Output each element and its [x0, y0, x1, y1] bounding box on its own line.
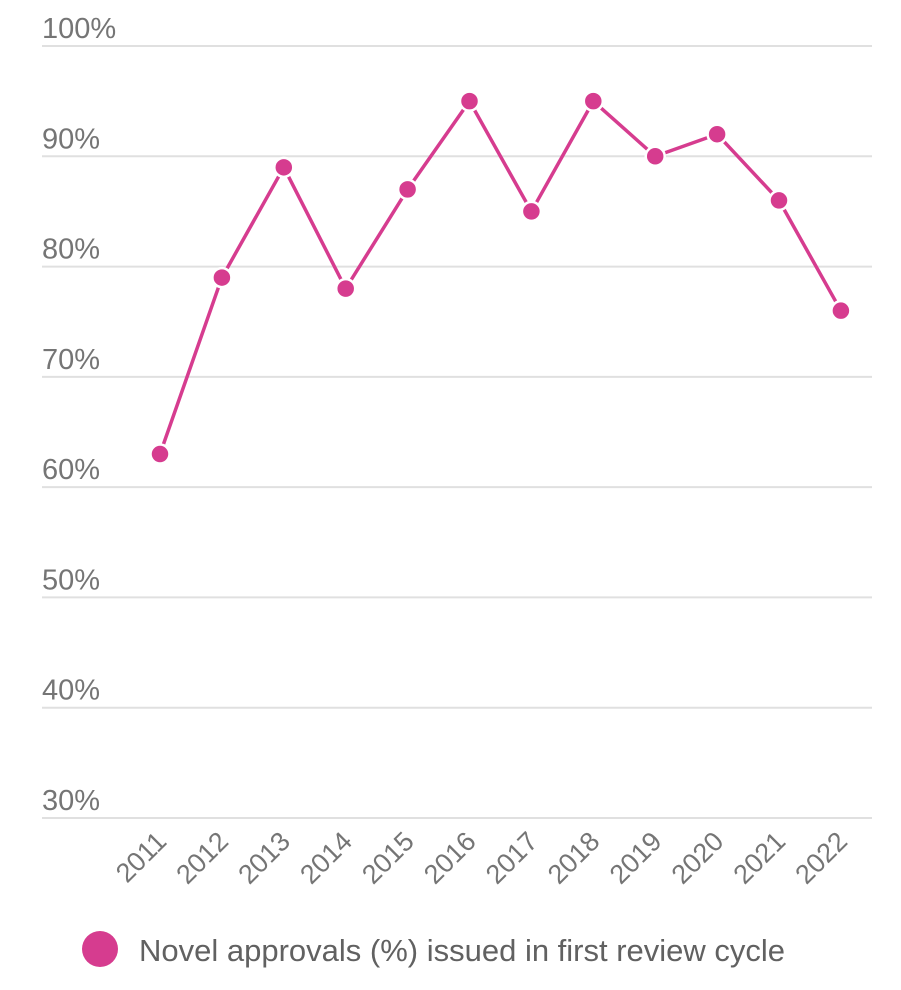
y-tick-label: 40%	[42, 675, 100, 707]
x-tick-label: 2020	[666, 826, 730, 890]
data-point	[211, 266, 233, 289]
data-point	[644, 145, 666, 168]
data-point	[768, 189, 790, 212]
grid	[42, 45, 872, 819]
y-tick-label: 80%	[42, 234, 100, 266]
x-tick-label: 2012	[170, 826, 234, 890]
data-point	[706, 123, 728, 145]
x-tick-label: 2018	[542, 826, 606, 890]
y-tick-label: 90%	[42, 123, 100, 155]
x-tick-label: 2021	[728, 826, 792, 890]
y-tick-label: 30%	[42, 785, 100, 817]
data-point	[273, 156, 295, 179]
y-tick-label: 60%	[42, 454, 100, 486]
legend-swatch	[82, 931, 118, 967]
x-tick-label: 2011	[110, 826, 172, 888]
x-tick-label: 2015	[356, 826, 420, 890]
data-point	[582, 90, 605, 112]
x-tick-label: 2017	[480, 826, 544, 890]
y-axis: 100% 90% 80% 70% 60% 50% 40% 30%	[42, 13, 116, 817]
data-point	[458, 90, 481, 112]
data-point	[520, 200, 543, 223]
x-tick-label: 2016	[418, 826, 482, 890]
x-tick-label: 2013	[232, 826, 296, 890]
x-tick-label: 2019	[604, 826, 668, 890]
legend-label: Novel approvals (%) issued in first revi…	[139, 933, 785, 968]
x-tick-label: 2022	[789, 826, 853, 890]
y-tick-label: 70%	[42, 344, 100, 376]
data-point	[396, 178, 419, 201]
legend: Novel approvals (%) issued in first revi…	[82, 931, 785, 968]
data-point	[334, 277, 357, 300]
y-tick-label: 100%	[42, 13, 116, 45]
x-axis: 2011201220132014201520162017201820192020…	[110, 826, 853, 890]
x-tick-label: 2014	[294, 826, 358, 890]
data-point	[149, 443, 171, 465]
series-layer	[149, 90, 852, 465]
data-point	[830, 299, 852, 322]
y-tick-label: 50%	[42, 564, 100, 596]
series-line	[158, 99, 843, 456]
